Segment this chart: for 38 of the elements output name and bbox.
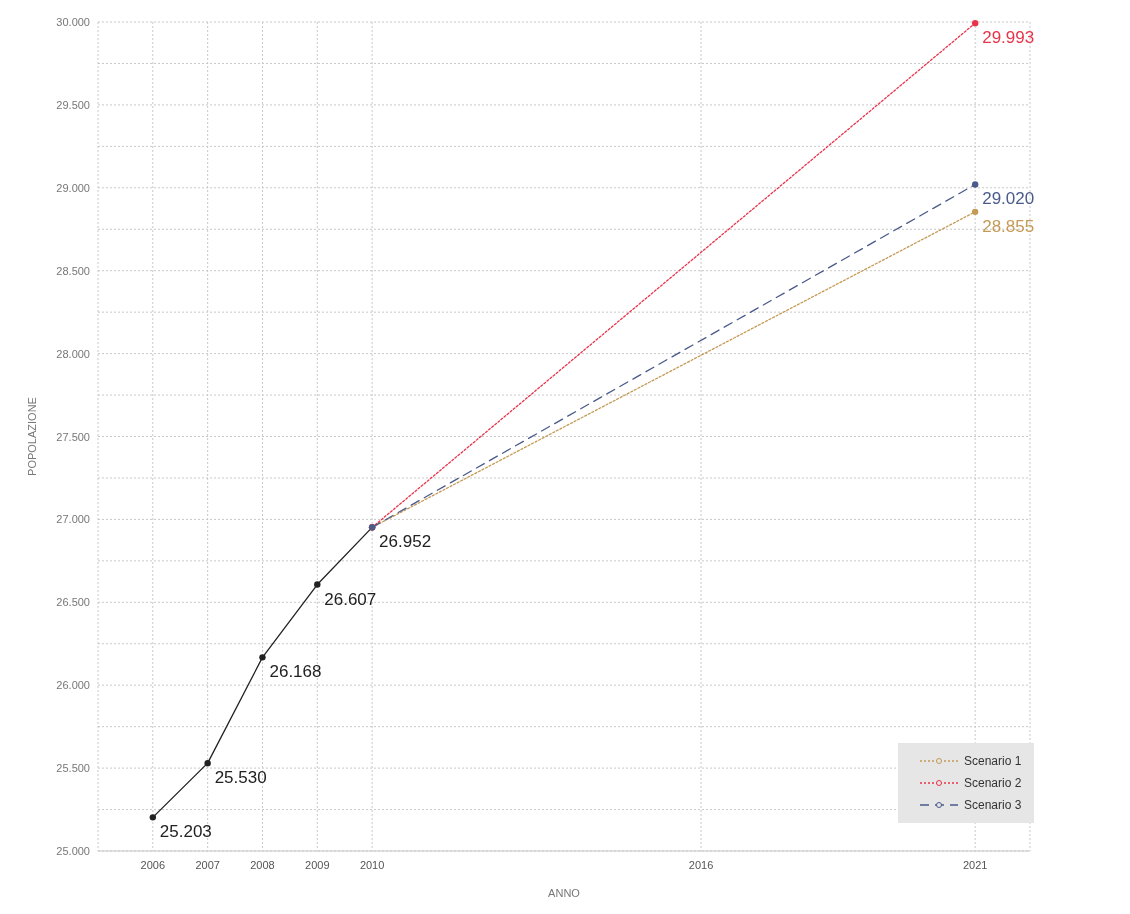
y-tick-label: 29.000 (56, 181, 90, 194)
legend-label: Scenario 2 (964, 776, 1022, 790)
x-tick-label: 2010 (359, 859, 385, 871)
y-tick-label: 26.500 (56, 596, 90, 609)
y-tick-label: 28.000 (56, 347, 90, 360)
y-tick-label: 29.500 (56, 98, 90, 111)
x-tick-label: 2016 (688, 859, 714, 871)
y-tick-label: 30.000 (56, 16, 90, 28)
point (971, 19, 979, 27)
y-axis-title: POPOLAZIONE (26, 397, 38, 476)
data-label: 25.530 (214, 768, 267, 788)
data-label: 29.020 (982, 189, 1035, 209)
x-tick-label: 2008 (250, 859, 275, 871)
y-tick-label: 25.000 (56, 845, 90, 857)
data-label: 28.855 (982, 216, 1035, 236)
x-tick-label: 2021 (962, 859, 988, 871)
point (314, 581, 321, 588)
x-tick-label: 2006 (140, 859, 166, 871)
point (971, 208, 979, 216)
point (971, 181, 979, 188)
point (204, 759, 211, 767)
data-label: 29.993 (982, 28, 1035, 48)
y-tick-label: 28.500 (56, 264, 90, 277)
data-label: 26.607 (324, 589, 377, 609)
data-label: 26.168 (269, 662, 322, 682)
x-tick-label: 2009 (305, 859, 330, 871)
y-tick-label: 27.000 (56, 513, 90, 526)
legend-label: Scenario 1 (964, 754, 1022, 768)
data-label: 25.203 (159, 822, 212, 842)
x-tick-label: 2007 (195, 859, 220, 871)
y-tick-label: 27.500 (56, 430, 90, 443)
y-tick-label: 25.500 (56, 762, 90, 775)
y-tick-label: 26.000 (56, 679, 90, 692)
legend-label: Scenario 3 (964, 798, 1022, 812)
x-axis-title: ANNO (548, 887, 581, 899)
point (149, 814, 157, 821)
point (259, 654, 266, 661)
data-label: 26.952 (379, 532, 432, 552)
